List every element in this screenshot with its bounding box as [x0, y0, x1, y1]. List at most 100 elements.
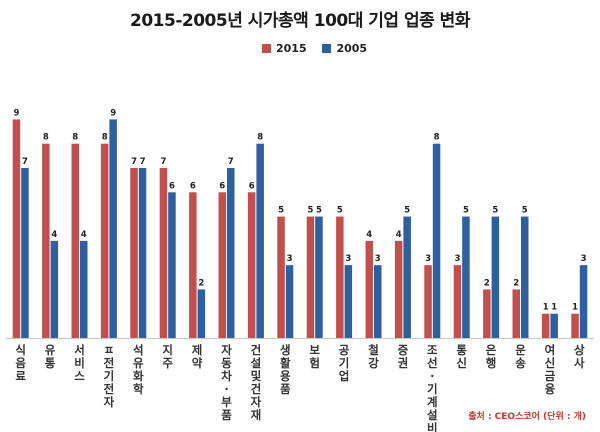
- data-label-2015-유통: 8: [43, 133, 49, 143]
- bar-2005-은행: [491, 216, 500, 338]
- data-label-2005-자동차·부품: 7: [228, 157, 234, 167]
- bar-2005-운송: [521, 216, 529, 338]
- chart-legend: 2015 2005: [262, 42, 379, 56]
- data-label-2005-지주: 6: [169, 181, 175, 191]
- bar-2015-자동차·부품: [218, 192, 226, 338]
- bar-2015-서비스: [71, 143, 79, 338]
- data-label-2015-여신금융: 1: [543, 303, 549, 313]
- bar-2005-제약: [197, 289, 206, 338]
- bar-2015-보험: [306, 216, 315, 338]
- bar-2015-제약: [189, 192, 197, 338]
- data-label-2005-생활용품: 3: [287, 254, 293, 264]
- bar-2015-생활용품: [277, 216, 285, 338]
- data-label-2005-상사: 3: [581, 254, 587, 264]
- data-label-2005-공기업: 3: [345, 254, 351, 264]
- bar-2005-식음료: [21, 167, 29, 338]
- data-label-2005-건설및건자재: 8: [257, 133, 263, 143]
- bar-2005-건설및건자재: [256, 143, 264, 338]
- data-label-2005-식음료: 7: [22, 157, 28, 167]
- bar-2005-유통: [50, 240, 59, 338]
- chart-title: 2015-2005년 시가총액 100대 기업 업종 변화: [130, 11, 470, 31]
- tick-label-자동차·부품: 자 동 차 · 부 품: [221, 343, 232, 422]
- data-label-2015-IT전기전자: 8: [102, 133, 108, 143]
- bar-2005-생활용품: [285, 265, 294, 338]
- bar-2015-철강: [365, 240, 373, 338]
- bar-2005-서비스: [80, 240, 88, 338]
- data-label-2015-은행: 2: [484, 278, 490, 288]
- data-label-2005-여신금융: 1: [551, 303, 557, 313]
- data-label-2005-IT전기전자: 9: [110, 108, 116, 118]
- legend-item-2015: 2015: [262, 42, 307, 55]
- data-label-2015-생활용품: 5: [278, 206, 284, 216]
- bar-2005-상사: [579, 265, 588, 338]
- data-label-2015-철강: 4: [366, 230, 372, 240]
- bar-2005-IT전기전자: [109, 119, 117, 339]
- source-note: 출처 : CEO스코어 (단위 : 개): [468, 412, 586, 422]
- data-label-2005-유통: 4: [51, 230, 57, 240]
- data-label-2015-식음료: 9: [13, 108, 19, 118]
- legend-item-2005: 2005: [322, 42, 367, 55]
- data-label-2015-제약: 6: [190, 181, 196, 191]
- bar-2005-자동차·부품: [227, 167, 235, 338]
- bar-2015-IT전기전자: [100, 143, 109, 338]
- bar-2005-보험: [315, 216, 323, 338]
- bar-2005-공기업: [344, 265, 353, 338]
- bar-2005-철강: [374, 265, 382, 338]
- bar-2015-식음료: [12, 119, 21, 339]
- data-label-2015-석유화학: 7: [131, 157, 137, 167]
- data-label-2015-운송: 2: [513, 278, 519, 288]
- data-label-2015-서비스: 8: [72, 133, 78, 143]
- bar-2015-증권: [394, 240, 403, 338]
- bar-2015-유통: [42, 143, 50, 338]
- bar-2015-상사: [571, 313, 579, 338]
- data-label-2015-공기업: 5: [337, 206, 343, 216]
- bar-2015-조선·기계설비: [424, 265, 432, 338]
- bar-2015-석유화학: [130, 167, 138, 338]
- data-label-2005-석유화학: 7: [140, 157, 146, 167]
- bar-2005-지주: [168, 192, 176, 338]
- bar-2005-통신: [462, 216, 470, 338]
- data-label-2015-지주: 7: [160, 157, 166, 167]
- bar-2015-지주: [159, 167, 168, 338]
- data-label-2005-은행: 5: [492, 206, 498, 216]
- bar-2005-여신금융: [550, 313, 558, 338]
- bar-2005-증권: [403, 216, 411, 338]
- bar-2015-통신: [453, 265, 462, 338]
- data-label-2015-증권: 4: [396, 230, 402, 240]
- data-label-2005-철강: 3: [375, 254, 381, 264]
- data-label-2005-조선·기계설비: 8: [434, 133, 440, 143]
- data-label-2005-증권: 5: [404, 206, 410, 216]
- data-label-2015-조선·기계설비: 3: [425, 254, 431, 264]
- legend-label-2015: 2015: [276, 42, 307, 55]
- data-label-2015-상사: 1: [572, 303, 578, 313]
- bar-2005-석유화학: [138, 167, 147, 338]
- bar-2015-은행: [483, 289, 491, 338]
- data-label-2015-건설및건자재: 6: [249, 181, 255, 191]
- data-label-2005-제약: 2: [198, 278, 204, 288]
- data-label-2005-보험: 5: [316, 206, 322, 216]
- data-label-2005-통신: 5: [463, 206, 469, 216]
- data-label-2015-자동차·부품: 6: [219, 181, 225, 191]
- bar-2005-조선·기계설비: [432, 143, 441, 338]
- tick-label-조선·기계설비: 조 선 · 기 계 설 비: [427, 343, 438, 432]
- bar-2015-운송: [512, 289, 520, 338]
- legend-swatch-2005: [322, 44, 332, 53]
